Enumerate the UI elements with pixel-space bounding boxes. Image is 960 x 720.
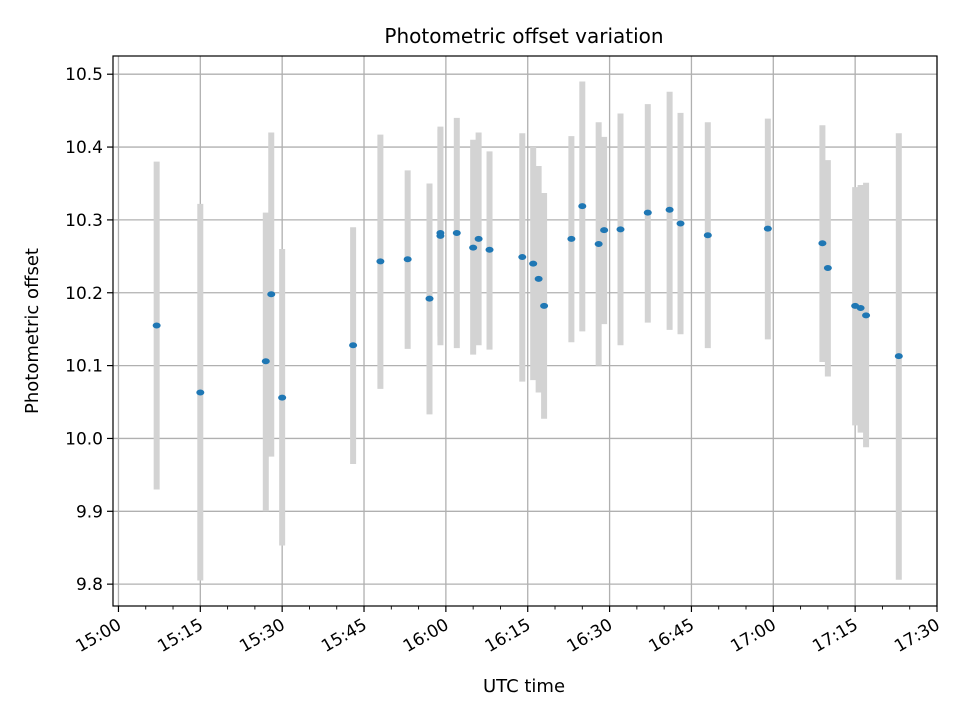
data-point — [862, 312, 871, 319]
data-point — [643, 209, 652, 216]
y-tick-label: 10.3 — [65, 211, 103, 231]
y-tick-label: 9.9 — [76, 502, 103, 522]
data-point — [474, 235, 483, 242]
data-point — [518, 254, 527, 261]
data-point — [349, 342, 358, 349]
chart-title: Photometric offset variation — [384, 24, 663, 48]
data-point — [425, 295, 434, 302]
y-tick-label: 10.2 — [65, 284, 103, 304]
data-point — [856, 305, 865, 312]
data-point — [261, 358, 270, 365]
y-tick-label: 10.1 — [65, 357, 103, 377]
data-point — [703, 232, 712, 239]
data-point — [469, 244, 478, 251]
data-point — [894, 353, 903, 360]
data-point — [676, 220, 685, 227]
data-point — [452, 230, 461, 237]
data-point — [152, 322, 161, 329]
y-tick-label: 10.0 — [65, 429, 103, 449]
data-point — [823, 264, 832, 271]
y-axis-title: Photometric offset — [22, 248, 43, 414]
y-tick-label: 10.5 — [65, 65, 103, 85]
data-point — [600, 227, 609, 234]
data-point — [436, 230, 445, 237]
data-point — [578, 203, 587, 210]
data-point — [267, 291, 276, 298]
x-axis-title: UTC time — [483, 676, 565, 697]
data-point — [534, 275, 543, 282]
data-points — [152, 203, 903, 401]
data-point — [818, 240, 827, 247]
data-point — [616, 226, 625, 233]
data-point — [529, 260, 538, 267]
data-point — [376, 258, 385, 265]
data-point — [594, 240, 603, 247]
data-point — [278, 394, 287, 401]
data-point — [665, 206, 674, 213]
y-axis: 9.8 9.9 10.0 10.1 10.2 10.3 10.4 10.5 — [65, 65, 113, 595]
plot-frame — [112, 55, 938, 607]
data-point — [403, 256, 412, 263]
y-tick-label: 9.8 — [76, 575, 103, 595]
y-tick-label: 10.4 — [65, 138, 103, 158]
data-point — [540, 302, 549, 309]
data-point — [485, 246, 494, 253]
data-point — [196, 389, 205, 396]
data-point — [567, 235, 576, 242]
data-point — [763, 225, 772, 232]
